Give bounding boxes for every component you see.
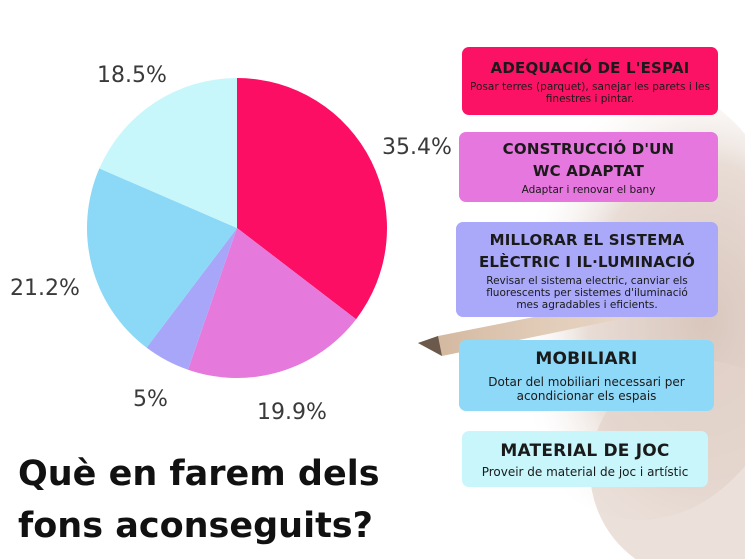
pie-slice-3 xyxy=(146,228,237,370)
pie-slice-5 xyxy=(99,78,237,228)
card-description: Revisar el sistema electric, canviar els… xyxy=(486,274,688,311)
card-material-joc: MATERIAL DE JOC Proveir de material de j… xyxy=(462,431,708,487)
card-title: MATERIAL DE JOC xyxy=(500,440,670,461)
pie-slices xyxy=(86,78,387,379)
card-adequacio-espai: ADEQUACIÓ DE L'ESPAI Posar terres (parqu… xyxy=(462,47,718,115)
card-mobiliari: MOBILIARI Dotar del mobiliari necessari … xyxy=(459,340,714,411)
card-description: Proveir de material de joc i artístic xyxy=(481,464,689,479)
slice-label-2: 19.9% xyxy=(257,400,327,425)
slice-label-5: 18.5% xyxy=(97,63,167,88)
slice-label-1: 35.4% xyxy=(382,135,452,160)
card-sistema-electric: MILLORAR EL SISTEMA ELÈCTRIC I IL·LUMINA… xyxy=(456,222,718,317)
card-description: Dotar del mobiliari necessari per acondi… xyxy=(488,375,685,403)
slice-label-3: 5% xyxy=(133,387,168,412)
card-title: MILLORAR EL SISTEMA ELÈCTRIC I IL·LUMINA… xyxy=(478,230,696,271)
pie-slice-1 xyxy=(237,78,387,320)
pie-slice-2 xyxy=(187,228,357,379)
pie-slice-4 xyxy=(86,168,237,348)
card-title: ADEQUACIÓ DE L'ESPAI xyxy=(490,59,690,77)
page-heading: Què en farem dels fons aconseguits? xyxy=(18,454,380,546)
card-description: Adaptar i renovar el bany xyxy=(521,184,656,196)
card-title: CONSTRUCCIÓ D'UN WC ADAPTAT xyxy=(502,140,675,180)
card-title: MOBILIARI xyxy=(535,349,638,369)
card-construccio-wc: CONSTRUCCIÓ D'UN WC ADAPTAT Adaptar i re… xyxy=(459,132,718,202)
slice-label-4: 21.2% xyxy=(10,276,80,301)
card-description: Posar terres (parquet), sanejar les pare… xyxy=(470,81,710,105)
pie-labels: 35.4% 19.9% 5% 21.2% 18.5% xyxy=(10,63,452,425)
